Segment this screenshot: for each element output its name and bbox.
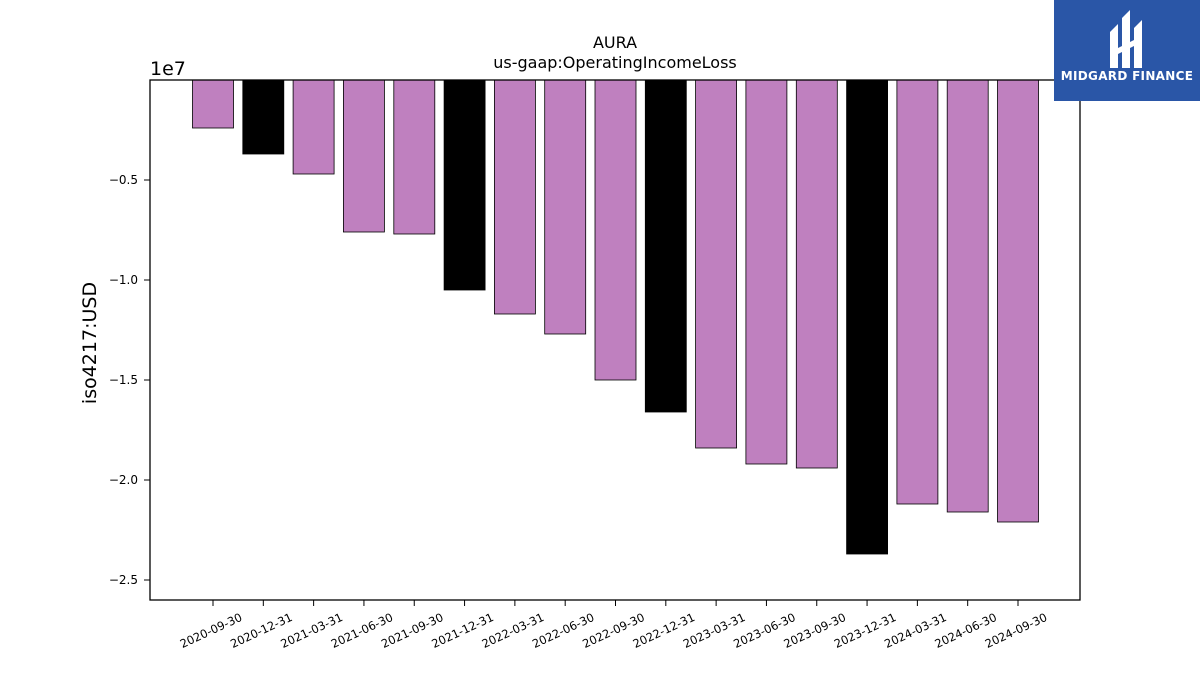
brand-logo: MIDGARD FINANCE bbox=[1054, 0, 1200, 101]
bar bbox=[846, 79, 888, 555]
bar bbox=[695, 79, 737, 449]
y-multiplier-label: 1e7 bbox=[150, 58, 186, 80]
plot-frame bbox=[149, 79, 1081, 601]
y-tick-label: −0.5 bbox=[109, 173, 138, 187]
y-tick-label: −2.5 bbox=[109, 573, 138, 587]
bar bbox=[946, 79, 989, 513]
bar bbox=[544, 79, 587, 335]
bar bbox=[896, 79, 939, 505]
y-tick-label: −1.5 bbox=[109, 373, 138, 387]
y-tick-label: −1.0 bbox=[109, 273, 138, 287]
chart-subtitle: us-gaap:OperatingIncomeLoss bbox=[493, 53, 737, 72]
y-tick-label: −2.0 bbox=[109, 473, 138, 487]
bar bbox=[242, 79, 285, 155]
bars-layer bbox=[192, 79, 1039, 555]
bar bbox=[443, 79, 486, 291]
bar bbox=[493, 79, 536, 315]
logo-text: MIDGARD FINANCE bbox=[1060, 69, 1194, 83]
y-axis-label: iso4217:USD bbox=[79, 282, 101, 404]
x-ticks: 2020-09-302020-12-312021-03-312021-06-30… bbox=[178, 600, 1049, 651]
bar bbox=[192, 79, 234, 129]
bar bbox=[393, 79, 436, 235]
bar bbox=[644, 79, 687, 413]
bar bbox=[594, 79, 637, 381]
bar bbox=[745, 79, 788, 465]
midgard-logo-icon bbox=[1110, 10, 1142, 68]
bar bbox=[997, 79, 1039, 523]
bar bbox=[795, 79, 838, 469]
chart-title: AURA bbox=[593, 33, 637, 52]
y-ticks: −0.5 −1.0 −1.5 −2.0 −2.5 bbox=[109, 173, 150, 587]
bar bbox=[342, 79, 385, 233]
bar bbox=[292, 79, 335, 175]
